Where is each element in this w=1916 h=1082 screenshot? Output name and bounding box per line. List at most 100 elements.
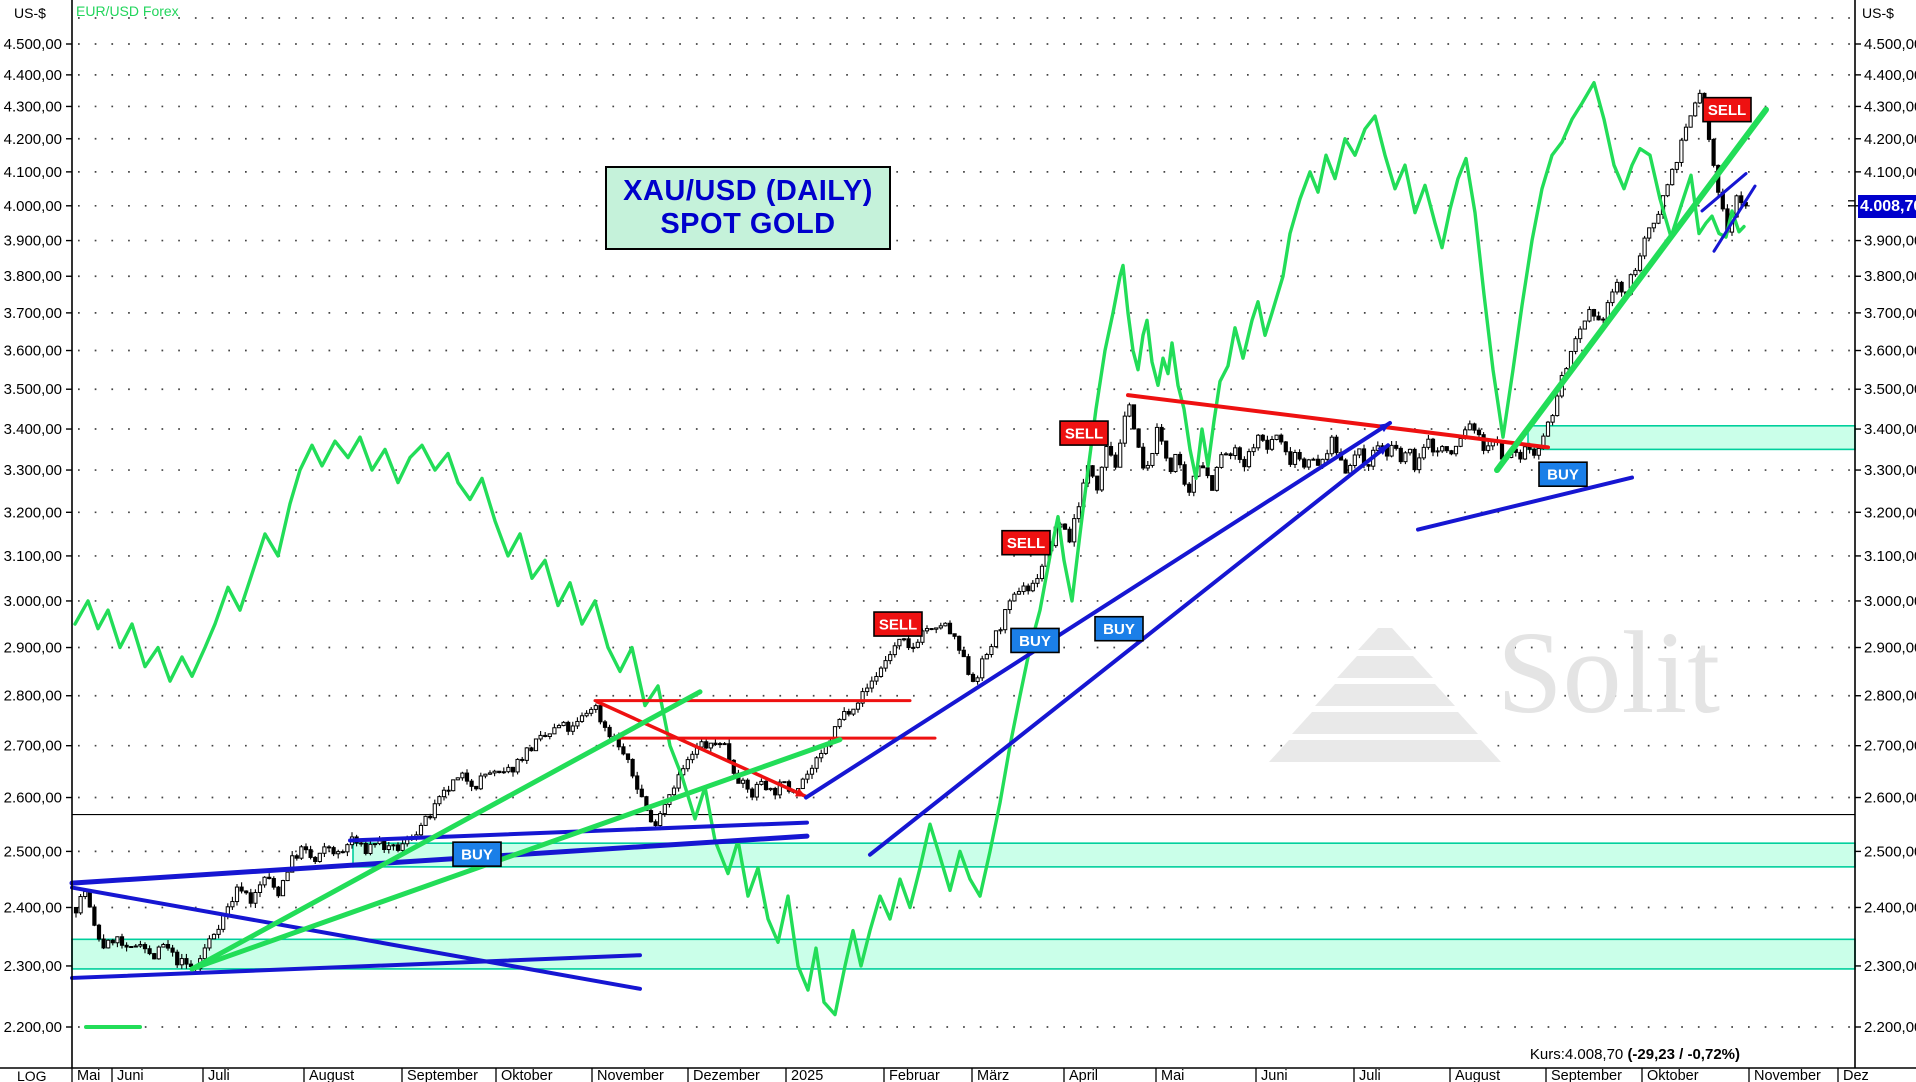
- candle-body: [676, 774, 681, 789]
- candle-body: [630, 758, 635, 777]
- candle-body: [1067, 528, 1072, 543]
- candle-body: [92, 906, 97, 926]
- candle-body: [1127, 404, 1132, 417]
- candle-body: [345, 844, 350, 853]
- eur-usd-overlay-line: [73, 80, 1746, 1017]
- candle-body: [1651, 222, 1656, 229]
- candle-body: [1315, 458, 1321, 466]
- quote-change: (-29,23 / -0,72%): [1627, 1046, 1740, 1063]
- candle-body: [1021, 585, 1026, 593]
- candle-body: [989, 646, 994, 656]
- candle-body: [510, 766, 516, 773]
- candle-body: [639, 788, 644, 798]
- right-axis-tick-label: 4.100,00: [1864, 164, 1916, 181]
- candle-body: [805, 773, 810, 780]
- left-axis-tick-label: 3.300,00: [4, 462, 62, 479]
- support-resistance-band: [71, 938, 1856, 970]
- candle-body: [777, 781, 782, 796]
- candle-body: [1343, 459, 1348, 474]
- candle-body: [1118, 442, 1123, 468]
- candle-body: [1187, 483, 1192, 493]
- candle-body: [179, 958, 184, 966]
- candle-body: [1578, 328, 1583, 340]
- candle-body: [1288, 451, 1293, 465]
- green-trendline: [189, 737, 843, 972]
- candle-body: [211, 933, 217, 940]
- candle-body: [432, 803, 437, 819]
- candle-body: [943, 622, 948, 627]
- candle-body: [842, 711, 847, 720]
- candle-body: [124, 944, 129, 948]
- month-label: Juli: [208, 1068, 230, 1082]
- candle-body: [984, 654, 989, 660]
- left-axis-tick-label: 4.200,00: [4, 131, 62, 148]
- buy-signal-box: [1010, 627, 1060, 654]
- candle-body: [106, 939, 111, 949]
- month-label: Oktober: [501, 1068, 553, 1082]
- candle-body: [382, 840, 387, 851]
- candle-body: [1679, 139, 1684, 163]
- sell-signal-label: SELL: [1065, 426, 1103, 443]
- candle-body: [1545, 421, 1551, 437]
- candle-body: [216, 928, 221, 935]
- candle-body: [874, 675, 879, 682]
- candle-body: [740, 779, 746, 784]
- candle-body: [1072, 518, 1077, 543]
- candle-body: [878, 667, 884, 677]
- candle-body: [1256, 434, 1261, 449]
- candle-body: [1637, 255, 1643, 271]
- candle-body: [73, 906, 79, 914]
- candle-body: [855, 702, 861, 710]
- candle-body: [699, 741, 704, 748]
- candle-body: [533, 738, 539, 752]
- candle-body: [363, 842, 368, 854]
- left-axis-tick-label: 2.800,00: [4, 688, 62, 705]
- candle-body: [800, 778, 805, 790]
- blue-trendline: [69, 833, 810, 886]
- month-label: Juni: [1261, 1068, 1288, 1082]
- candle-body: [446, 789, 451, 792]
- candle-body: [819, 752, 824, 759]
- candle-body: [851, 708, 856, 715]
- candle-body: [1591, 309, 1597, 317]
- sell-signal-label: SELL: [1708, 102, 1746, 119]
- candle-body: [635, 775, 640, 790]
- chart-title-line1: XAU/USD (DAILY): [623, 174, 873, 207]
- candle-body: [731, 759, 736, 774]
- candle-body: [1265, 439, 1270, 450]
- candle-body: [865, 687, 870, 693]
- right-axis-tick-label: 2.600,00: [1864, 790, 1916, 807]
- month-label: Mai: [77, 1068, 100, 1082]
- candle-body: [1633, 269, 1638, 276]
- candle-body: [1035, 578, 1040, 584]
- candle-body: [947, 622, 953, 635]
- watermark-logo-text: Solit: [1497, 607, 1720, 738]
- candle-body: [552, 727, 557, 735]
- candle-body: [1210, 475, 1215, 491]
- buy-signal-label: BUY: [1019, 633, 1051, 650]
- candle-body: [1325, 453, 1330, 460]
- candle-body: [294, 855, 299, 859]
- candle-body: [1141, 446, 1146, 469]
- candle-body: [290, 855, 295, 873]
- candle-body: [1026, 585, 1031, 592]
- month-label: Juli: [1359, 1068, 1381, 1082]
- candle-body: [280, 880, 286, 897]
- red-trendline: [1126, 393, 1550, 450]
- right-axis-unit-label: US-$: [1862, 5, 1894, 21]
- buy-signal-label: BUY: [461, 847, 493, 864]
- candle-body: [147, 948, 152, 955]
- candle-body: [474, 785, 479, 790]
- month-label: Dezember: [693, 1068, 760, 1082]
- candle-body: [78, 896, 83, 914]
- candle-body: [809, 767, 815, 775]
- candle-body: [175, 951, 180, 966]
- candle-body: [1394, 444, 1399, 449]
- candle-body: [418, 824, 424, 836]
- candle-body: [451, 779, 456, 792]
- candle-body: [1610, 291, 1615, 304]
- candle-body: [1601, 318, 1606, 321]
- blue-trendline: [804, 420, 1392, 800]
- candle-body: [1619, 281, 1624, 293]
